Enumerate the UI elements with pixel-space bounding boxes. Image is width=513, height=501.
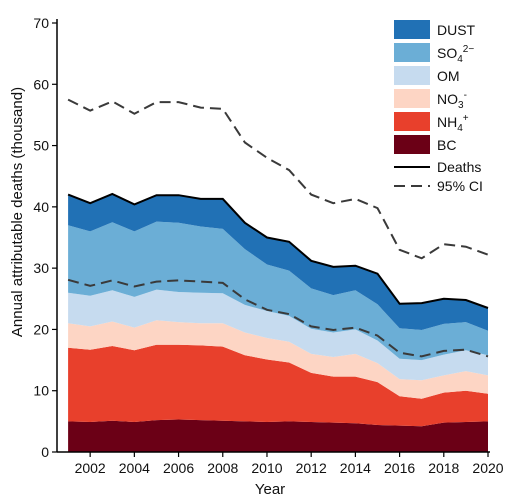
x-tick-label: 2004: [119, 460, 150, 476]
y-tick-label: 10: [33, 383, 49, 399]
legend-label: Deaths: [437, 159, 481, 175]
legend-label: BC: [437, 137, 456, 153]
legend-swatch: [394, 89, 430, 108]
area-no3: [68, 320, 488, 399]
legend-label: NH4+: [437, 113, 469, 134]
x-tick-label: 2010: [251, 460, 282, 476]
x-axis-title: Year: [255, 481, 285, 498]
y-axis-title: Annual attributable deaths (thousand): [9, 87, 26, 337]
y-tick-label: 40: [33, 199, 49, 215]
area-nh4: [68, 344, 488, 427]
x-tick-label: 2006: [163, 460, 194, 476]
y-tick-label: 20: [33, 321, 49, 337]
y-tick-label: 70: [33, 15, 49, 31]
legend-label: DUST: [437, 22, 476, 38]
y-tick-label: 60: [33, 76, 49, 92]
x-tick-label: 2012: [296, 460, 327, 476]
stacked-areas: [68, 194, 488, 452]
area-dust: [68, 194, 488, 331]
deaths-line: [67, 192, 489, 309]
x-tick-label: 2014: [340, 460, 371, 476]
area-om: [68, 289, 488, 381]
x-tick-label: 2018: [428, 460, 459, 476]
area-bc: [68, 419, 488, 452]
x-tick-label: 2002: [75, 460, 106, 476]
series-lines: [67, 98, 489, 358]
axes: 0 10 20 30 40 50 60 70 2002 2004 2006 2008 2010 2012 2…: [33, 15, 503, 476]
legend-swatch: [394, 135, 430, 154]
legend-swatch: [394, 20, 430, 39]
y-tick-label: 50: [33, 138, 49, 154]
ci-lower-line: [67, 278, 489, 358]
legend-swatch: [394, 66, 430, 85]
y-tick-label: 30: [33, 260, 49, 276]
x-tick-label: 2008: [207, 460, 238, 476]
y-tick-label: 0: [41, 444, 49, 460]
area-so42: [68, 221, 488, 361]
legend: DUST SO42− OM NO3-NH4+ BC Deaths 95% CI: [394, 20, 483, 194]
legend-label: 95% CI: [437, 178, 483, 194]
legend-label: OM: [437, 68, 460, 84]
ci-upper-line: [67, 98, 489, 260]
legend-label: SO42−: [437, 44, 474, 65]
legend-swatch: [394, 112, 430, 131]
x-tick-label: 2016: [384, 460, 415, 476]
legend-swatch: [394, 43, 430, 62]
x-tick-label: 2020: [472, 460, 503, 476]
legend-label: NO3-: [437, 90, 467, 111]
